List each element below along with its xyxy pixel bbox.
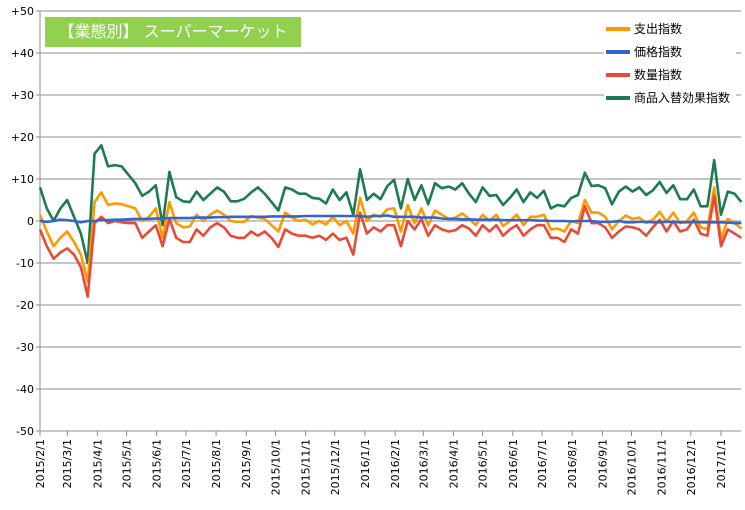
x-tick-label: 2015/4/1 xyxy=(91,439,104,488)
y-axis: +50 +40 +30 +20 +10 0 -10 -20 -30 -40 -50 xyxy=(11,5,41,438)
x-tick-label: 2016/6/1 xyxy=(507,439,520,488)
legend-swatch xyxy=(606,72,630,77)
legend-swatch xyxy=(606,49,630,54)
legend-swatch xyxy=(606,26,630,31)
legend-label: 価格指数 xyxy=(634,45,683,59)
y-tick-label: -30 xyxy=(16,341,34,354)
series-lines xyxy=(38,144,743,298)
legend-item-spending: 支出指数 xyxy=(606,17,730,40)
legend: 支出指数 価格指数 数量指数 商品入替効果指数 xyxy=(604,15,737,111)
x-tick-label: 2015/11/1 xyxy=(300,439,313,495)
x-tick-label: 2016/10/1 xyxy=(625,439,638,495)
x-tick-label: 2016/11/1 xyxy=(656,439,669,495)
x-tick-label: 2016/9/1 xyxy=(596,439,609,488)
legend-swatch xyxy=(606,95,630,100)
x-tick-label: 2015/8/1 xyxy=(210,439,223,488)
legend-label: 数量指数 xyxy=(634,68,683,82)
x-tick-label: 2015/2/1 xyxy=(34,439,47,488)
series-line-0 xyxy=(38,186,743,284)
x-tick-label: 2016/3/1 xyxy=(417,439,430,488)
legend-label: 商品入替効果指数 xyxy=(634,91,731,105)
y-tick-label: -10 xyxy=(16,257,34,270)
legend-item-quantity: 数量指数 xyxy=(606,63,730,86)
legend-label: 支出指数 xyxy=(634,22,683,36)
y-tick-label: -40 xyxy=(16,383,34,396)
y-tick-label: +20 xyxy=(11,131,34,144)
x-tick-label: 2016/1/1 xyxy=(359,439,372,488)
legend-item-replacement: 商品入替効果指数 xyxy=(606,86,730,109)
x-tick-label: 2015/3/1 xyxy=(61,439,74,488)
x-tick-label: 2016/7/1 xyxy=(536,439,549,488)
y-tick-label: -50 xyxy=(16,425,34,438)
series-line-3 xyxy=(38,144,743,265)
x-tick-label: 2016/12/1 xyxy=(685,439,698,495)
x-tick-label: 2015/7/1 xyxy=(180,439,193,488)
x-tick-label: 2015/9/1 xyxy=(240,439,253,488)
y-tick-label: +40 xyxy=(11,47,34,60)
y-tick-label: +30 xyxy=(11,89,34,102)
series-line-2 xyxy=(38,194,743,298)
x-tick-label: 2015/10/1 xyxy=(269,439,282,495)
y-tick-label: +10 xyxy=(11,173,34,186)
chart-title: 【業態別】 スーパーマーケット xyxy=(45,17,301,47)
x-tick-label: 2016/2/1 xyxy=(389,439,402,488)
y-tick-label: 0 xyxy=(27,215,34,228)
x-tick-label: 2015/5/1 xyxy=(121,439,134,488)
x-tick-label: 2015/6/1 xyxy=(151,439,164,488)
series-line-1 xyxy=(39,214,742,225)
legend-item-price: 価格指数 xyxy=(606,40,730,63)
x-tick-label: 2015/12/1 xyxy=(329,439,342,495)
x-tick-label: 2016/4/1 xyxy=(447,439,460,488)
x-axis: 2015/2/1 2015/3/1 2015/4/1 2015/5/1 2015/6/1… xyxy=(34,431,728,495)
y-tick-label: -20 xyxy=(16,299,34,312)
x-tick-label: 2016/5/1 xyxy=(477,439,490,488)
y-tick-label: +50 xyxy=(11,5,34,18)
x-tick-label: 2016/8/1 xyxy=(566,439,579,488)
x-tick-label: 2017/1/1 xyxy=(715,439,728,488)
